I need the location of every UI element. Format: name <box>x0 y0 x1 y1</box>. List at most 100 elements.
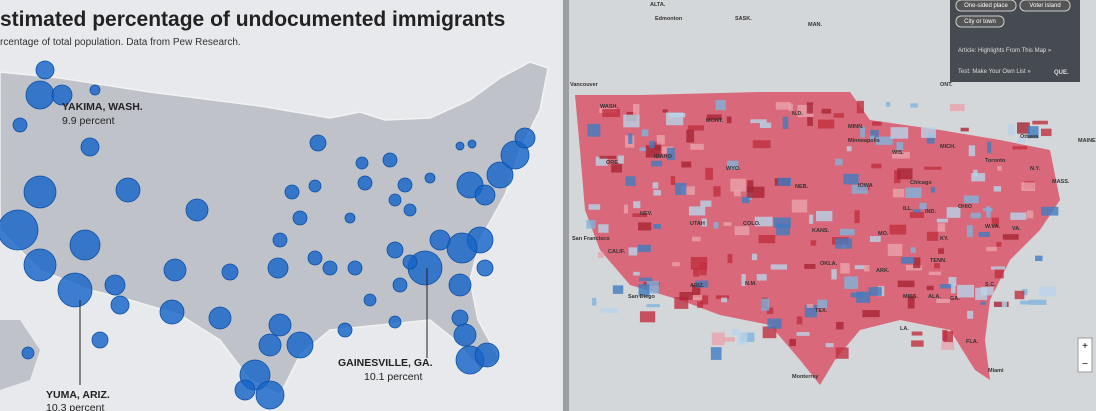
county-patch <box>910 247 916 253</box>
bubble <box>500 140 530 170</box>
bubble <box>337 322 353 338</box>
button-label[interactable]: One-sided place <box>964 3 1008 9</box>
button[interactable] <box>1019 0 1071 12</box>
map-label: Edmonton <box>655 16 683 22</box>
bubble <box>382 152 398 168</box>
map-labels: ALTA. Edmonton SASK. MAN. ONT. Vancouver WASH.… <box>570 2 1096 380</box>
county-patch <box>957 284 975 298</box>
county-patch <box>600 308 619 314</box>
button[interactable] <box>955 0 1017 12</box>
map-label: MICH. <box>940 144 956 150</box>
county-patch <box>701 218 707 227</box>
county-patch <box>928 271 942 276</box>
map-label: San Francisco <box>572 236 610 242</box>
map-label: OHIO <box>958 204 973 210</box>
county-patch <box>892 188 905 198</box>
left-subtitle: rcentage of total population. Data from … <box>0 37 241 48</box>
bubble <box>69 229 101 261</box>
county-patch <box>713 222 719 229</box>
map-label: WYO. <box>726 166 741 172</box>
county-patch <box>942 329 948 341</box>
county-patch <box>588 204 601 210</box>
button-label[interactable]: City or town <box>964 19 996 25</box>
county-patch <box>775 102 791 110</box>
county-patch <box>602 108 621 118</box>
county-patch <box>796 316 803 325</box>
annotations: YAKIMA, WASH. 9.9 percent YUMA, ARIZ. 10… <box>46 101 433 411</box>
county-patch <box>860 126 866 138</box>
county-patch <box>840 263 850 274</box>
county-patch <box>991 217 1000 227</box>
bubble <box>163 258 187 282</box>
bubble <box>388 315 402 329</box>
county-patch <box>670 176 676 186</box>
county-patch <box>1027 126 1039 139</box>
button[interactable] <box>955 15 1005 28</box>
county-patch <box>844 276 859 289</box>
county-patch <box>796 332 810 336</box>
link[interactable]: Article: Highlights From This Map » <box>958 48 1052 54</box>
map-label: MO. <box>878 231 889 237</box>
county-map <box>575 92 1060 385</box>
bubble <box>344 212 356 224</box>
county-patch <box>691 236 701 242</box>
county-patch <box>905 187 922 198</box>
county-patch <box>633 201 641 209</box>
button-label[interactable]: Voter island <box>1029 3 1060 9</box>
map-label: OKLA. <box>820 261 838 267</box>
bubble <box>208 306 232 330</box>
zoom-in[interactable]: + <box>1082 341 1088 352</box>
county-patch <box>854 210 860 224</box>
bubble <box>110 295 130 315</box>
county-patch <box>986 206 991 218</box>
zoom-out[interactable]: − <box>1082 359 1088 370</box>
corner-label: QUE. <box>1054 70 1069 76</box>
county-patch <box>871 163 882 169</box>
county-patch <box>869 236 881 242</box>
county-patch <box>890 127 909 139</box>
control-box <box>950 0 1080 82</box>
county-patch <box>997 166 1002 171</box>
map-label: WASH. <box>600 104 619 110</box>
map-label: IDAHO <box>654 154 672 160</box>
bubble <box>268 313 292 337</box>
bubble <box>386 241 404 259</box>
map-label: MISS. <box>903 294 918 300</box>
county-patch <box>686 129 695 143</box>
county-patch <box>628 247 638 256</box>
county-patch <box>806 102 814 114</box>
county-patch <box>851 185 868 194</box>
county-patch <box>761 298 770 311</box>
zoom-control[interactable] <box>1077 337 1093 373</box>
county-patch <box>721 297 728 303</box>
county-patch <box>897 280 915 288</box>
county-patch <box>740 332 755 342</box>
bubble <box>453 323 477 347</box>
county-patch <box>949 103 965 112</box>
county-patch <box>697 301 704 308</box>
county-patch <box>911 340 924 347</box>
bubble <box>51 84 73 106</box>
bubble <box>403 203 417 217</box>
county-patch <box>752 140 771 149</box>
county-patch <box>835 347 849 359</box>
county-patch <box>666 147 675 161</box>
county-patch <box>653 224 661 229</box>
county-patch <box>809 214 814 224</box>
bubble <box>397 177 413 193</box>
county-patch <box>611 164 623 173</box>
county-patch <box>854 265 866 270</box>
county-patch <box>943 331 954 343</box>
county-patch <box>946 207 961 218</box>
bubble <box>448 273 472 297</box>
map-label: KANS. <box>812 228 830 234</box>
county-patch <box>993 186 1002 192</box>
county-patch <box>951 283 956 294</box>
county-patch <box>706 114 722 121</box>
map-label: Ottawa <box>1020 134 1039 140</box>
map-label: Toronto <box>985 158 1006 164</box>
county-patch <box>856 291 871 303</box>
county-patch <box>835 238 853 249</box>
link[interactable]: Test: Make Your Own List » <box>958 69 1031 75</box>
